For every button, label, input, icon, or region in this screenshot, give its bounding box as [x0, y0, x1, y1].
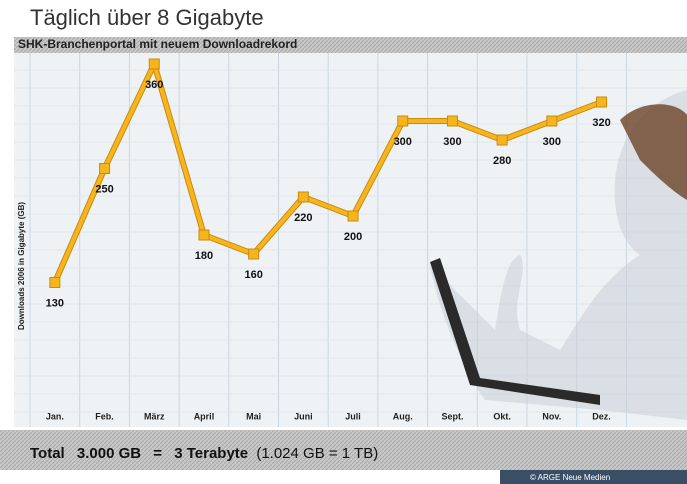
data-label: 250 — [95, 183, 113, 195]
x-tick-label: Dez. — [592, 411, 611, 421]
marker — [199, 230, 209, 240]
x-tick-label: April — [194, 411, 215, 421]
marker — [447, 116, 457, 126]
footer-label: Total — [30, 445, 65, 462]
marker — [298, 192, 308, 202]
x-tick-label: Juni — [294, 411, 313, 421]
footer: Total 3.000 GB = 3 Terabyte (1.024 GB = … — [30, 445, 378, 462]
x-tick-label: Okt. — [493, 411, 511, 421]
data-label: 130 — [46, 297, 64, 309]
data-label: 300 — [543, 136, 561, 148]
data-label: 200 — [344, 231, 362, 243]
chart-title: Täglich über 8 Gigabyte — [30, 5, 264, 30]
marker — [398, 116, 408, 126]
data-label: 160 — [244, 269, 262, 281]
x-tick-label: Feb. — [95, 411, 114, 421]
marker — [348, 211, 358, 221]
marker — [50, 278, 60, 288]
x-tick-label: Nov. — [542, 411, 561, 421]
footer-total: 3.000 GB — [77, 445, 141, 462]
chart: Täglich über 8 Gigabyte SHK-Branchenport… — [0, 0, 687, 484]
data-label: 180 — [195, 250, 213, 262]
x-tick-label: Mai — [246, 411, 261, 421]
marker — [547, 116, 557, 126]
data-label: 300 — [443, 136, 461, 148]
x-tick-label: Juli — [345, 411, 361, 421]
marker — [597, 97, 607, 107]
data-label: 300 — [394, 136, 412, 148]
marker — [100, 164, 110, 174]
data-label: 320 — [592, 117, 610, 129]
data-label: 280 — [493, 155, 511, 167]
x-tick-label: März — [144, 411, 165, 421]
chart-subtitle: SHK-Branchenportal mit neuem Downloadrek… — [18, 37, 297, 51]
credit: © ARGE Neue Medien — [530, 473, 610, 482]
footer-terabyte: 3 Terabyte — [174, 445, 248, 462]
marker — [149, 59, 159, 69]
x-tick-label: Aug. — [393, 411, 413, 421]
x-tick-label: Jan. — [46, 411, 64, 421]
data-label: 360 — [145, 79, 163, 91]
footer-note: (1.024 GB = 1 TB) — [256, 445, 378, 462]
marker — [497, 135, 507, 145]
footer-equals: = — [153, 445, 162, 462]
marker — [249, 249, 259, 259]
data-label: 220 — [294, 212, 312, 224]
x-tick-label: Sept. — [441, 411, 463, 421]
y-axis-label: Downloads 2006 in Gigabyte (GB) — [17, 202, 26, 330]
